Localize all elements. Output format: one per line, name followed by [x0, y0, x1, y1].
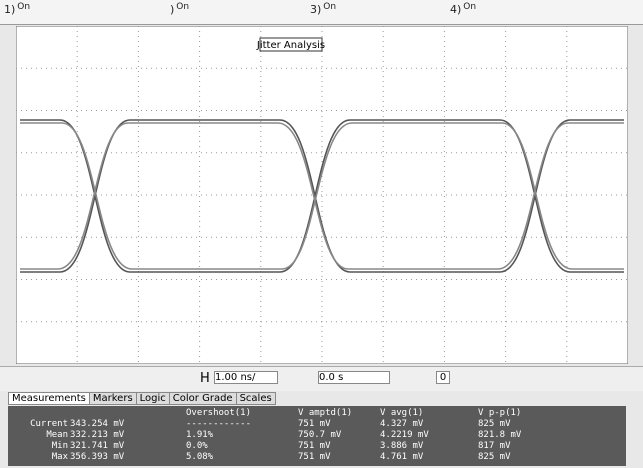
- cell-value: ------------: [186, 419, 251, 429]
- channel-state: On: [17, 2, 30, 12]
- channel-control[interactable]: 1)On: [4, 3, 30, 16]
- row-label: Mean: [46, 430, 68, 440]
- measurement-table: Overshoot(1) V amptd(1) V avg(1) V p-p(1) Cu…: [8, 406, 626, 466]
- channel-number: 4): [450, 3, 461, 16]
- cell-value: 817 mV: [478, 441, 511, 451]
- cell-value: 4.2219 mV: [380, 430, 429, 440]
- row-label: Max: [52, 452, 68, 462]
- cell-value: 4.761 mV: [380, 452, 423, 462]
- tab[interactable]: Scales: [236, 392, 276, 405]
- waveform-display: Jitter Analysis: [16, 26, 628, 364]
- channel-number: ): [170, 3, 174, 16]
- scope-window: 1)On)On3)On4)On Jitter Analysis H 1.00 n…: [0, 0, 643, 468]
- column-header: Overshoot(1): [186, 408, 251, 418]
- h-scale-field[interactable]: 1.00 ns/: [214, 371, 278, 384]
- channel-number: 3): [310, 3, 321, 16]
- column-header: V p-p(1): [478, 408, 521, 418]
- cell-value: 356.393 mV: [70, 452, 124, 462]
- position-field[interactable]: 0.0 s: [318, 371, 390, 384]
- cell-value: 751 mV: [298, 452, 331, 462]
- zoom-field[interactable]: 0: [436, 371, 450, 384]
- channel-state: On: [323, 2, 336, 12]
- channel-number: 1): [4, 3, 15, 16]
- tab[interactable]: Logic: [136, 392, 170, 405]
- row-label: Current: [30, 419, 68, 429]
- channel-state: On: [176, 2, 189, 12]
- cell-value: 0.0%: [186, 441, 208, 451]
- cell-value: 332.213 mV: [70, 430, 124, 440]
- cell-value: 321.741 mV: [70, 441, 124, 451]
- cell-value: 3.886 mV: [380, 441, 423, 451]
- column-header: V avg(1): [380, 408, 423, 418]
- cell-value: 5.08%: [186, 452, 213, 462]
- channel-control[interactable]: 4)On: [450, 3, 476, 16]
- channel-control[interactable]: )On: [170, 3, 189, 16]
- tab[interactable]: Measurements: [8, 392, 90, 405]
- cell-value: 825 mV: [478, 452, 511, 462]
- tab[interactable]: Markers: [89, 392, 137, 405]
- row-label: Min: [52, 441, 68, 451]
- cell-value: 751 mV: [298, 441, 331, 451]
- cell-value: 825 mV: [478, 419, 511, 429]
- cell-value: 4.327 mV: [380, 419, 423, 429]
- column-header: V amptd(1): [298, 408, 352, 418]
- channel-control[interactable]: 3)On: [310, 3, 336, 16]
- tab[interactable]: Color Grade: [169, 392, 237, 405]
- cell-value: 751 mV: [298, 419, 331, 429]
- plot-title: Jitter Analysis: [256, 40, 325, 51]
- cell-value: 750.7 mV: [298, 430, 341, 440]
- cell-value: 343.254 mV: [70, 419, 124, 429]
- cell-value: 1.91%: [186, 430, 213, 440]
- horizontal-controls: H 1.00 ns/ 0.0 s 0: [0, 366, 643, 391]
- channel-state: On: [463, 2, 476, 12]
- h-label: H: [200, 371, 210, 386]
- cell-value: 821.8 mV: [478, 430, 521, 440]
